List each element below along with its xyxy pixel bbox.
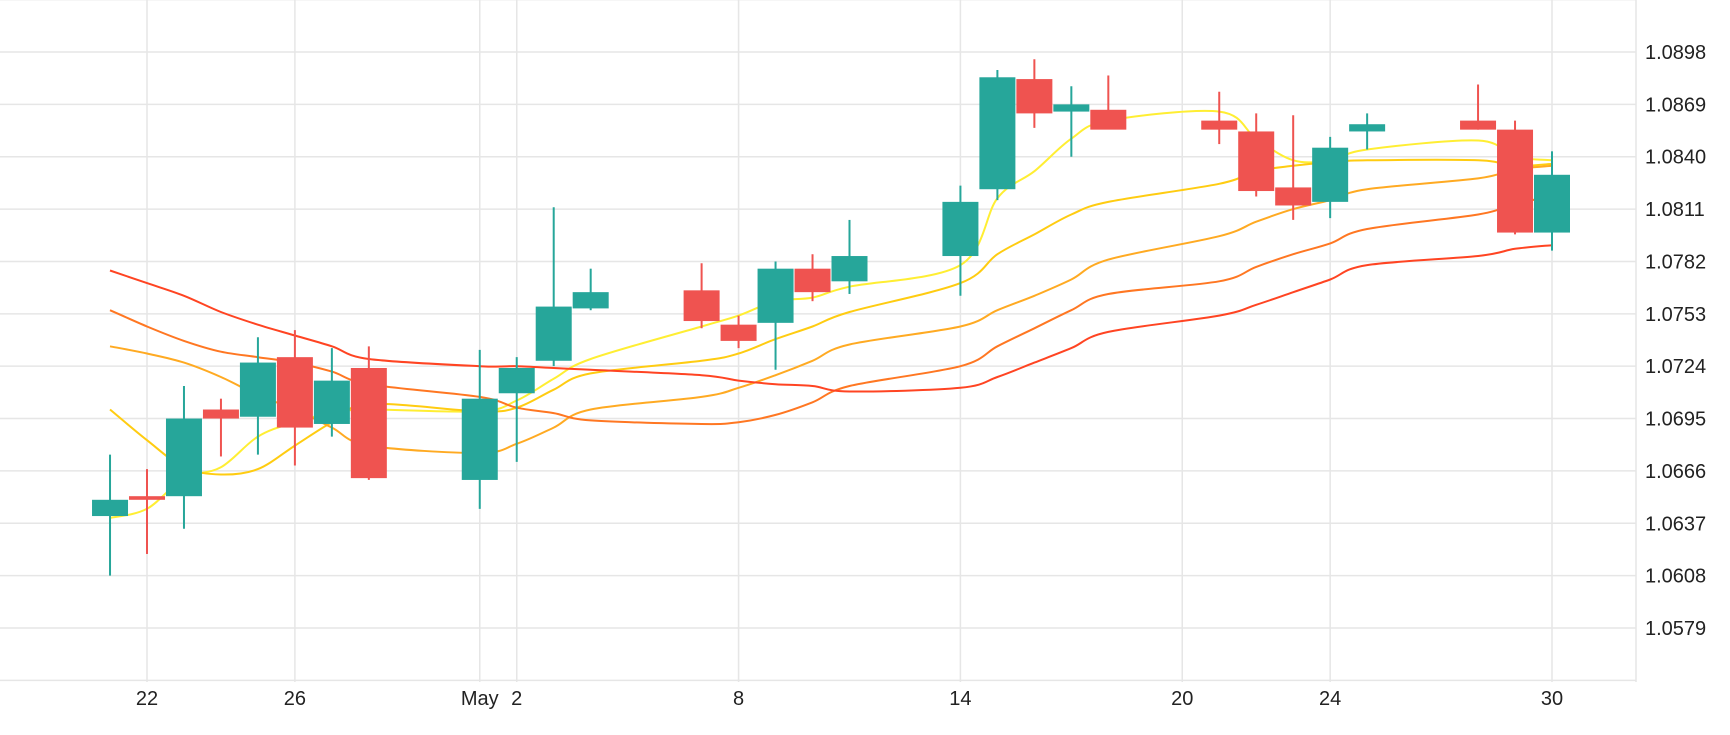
candle-may-16 xyxy=(1016,59,1053,128)
y-tick-label: 1.0898 xyxy=(1645,42,1706,64)
candle-body xyxy=(350,367,387,479)
candle-body xyxy=(1238,131,1275,192)
candle-may-9 xyxy=(757,261,794,370)
candle-apr-22 xyxy=(129,469,165,554)
x-tick-label: May xyxy=(461,688,499,710)
candle-body xyxy=(1312,147,1349,202)
candle-body xyxy=(1460,120,1497,130)
candle-body xyxy=(1053,104,1090,112)
candle-body xyxy=(1016,79,1053,114)
candle-body xyxy=(461,398,498,480)
candle-body xyxy=(276,357,313,428)
candle-may-3 xyxy=(535,207,572,367)
y-tick-label: 1.0695 xyxy=(1645,409,1706,431)
candle-may-25 xyxy=(1349,113,1386,150)
x-tick-label: 20 xyxy=(1171,688,1193,710)
candle-apr-25 xyxy=(239,337,276,455)
candle-may-1 xyxy=(461,349,498,509)
candle-apr-21 xyxy=(92,454,129,576)
candle-body xyxy=(572,292,609,309)
candle-may-23 xyxy=(1275,115,1312,220)
x-tick-label: 2 xyxy=(511,688,522,710)
candle-body xyxy=(831,256,868,282)
candle-may-10 xyxy=(794,254,831,302)
x-tick-label: 24 xyxy=(1319,688,1341,710)
candle-body xyxy=(239,362,276,417)
y-tick-label: 1.0724 xyxy=(1645,356,1706,378)
candle-body xyxy=(942,201,979,257)
y-tick-label: 1.0840 xyxy=(1645,147,1706,169)
candle-body xyxy=(129,496,165,500)
candle-body xyxy=(498,367,535,394)
candle-may-2 xyxy=(498,357,535,462)
candle-body xyxy=(1090,109,1127,130)
y-tick-label: 1.0811 xyxy=(1645,199,1705,221)
candle-body xyxy=(313,380,350,424)
candle-may-28 xyxy=(1460,84,1497,130)
candle-body xyxy=(1201,120,1238,130)
candle-may-30 xyxy=(1534,151,1570,251)
candle-may-4 xyxy=(572,268,609,311)
candle-apr-24 xyxy=(202,398,239,457)
candle-may-11 xyxy=(831,219,868,294)
candle-apr-23 xyxy=(165,386,202,529)
candle-may-8 xyxy=(720,315,757,349)
candle-may-21 xyxy=(1201,91,1238,145)
y-tick-label: 1.0637 xyxy=(1645,513,1706,535)
y-tick-label: 1.0666 xyxy=(1645,461,1706,483)
candle-may-14 xyxy=(942,185,979,296)
candle-body xyxy=(535,306,572,361)
candle-body xyxy=(202,409,239,419)
y-axis: 1.0579 1.0608 1.0637 1.0666 1.0695 1.0724 1.07… xyxy=(1645,42,1706,640)
y-tick-label: 1.0753 xyxy=(1645,304,1706,326)
y-tick-label: 1.0782 xyxy=(1645,251,1706,273)
x-tick-label: 22 xyxy=(136,688,158,710)
x-axis: 22 26 May 2 8 14 20 24 30 xyxy=(136,688,1563,710)
y-tick-label: 1.0869 xyxy=(1645,94,1706,116)
y-tick-label: 1.0579 xyxy=(1645,618,1706,640)
x-tick-label: 8 xyxy=(733,688,744,710)
candle-body xyxy=(1497,129,1534,233)
candle-apr-27 xyxy=(313,348,350,437)
candle-may-15 xyxy=(979,70,1016,201)
moving-average-line-2 xyxy=(109,158,1553,476)
candle-body xyxy=(683,290,720,322)
x-tick-label: 30 xyxy=(1541,688,1563,710)
candle-body xyxy=(757,268,794,323)
candle-apr-28 xyxy=(350,346,387,480)
candle-body xyxy=(1275,187,1312,206)
candle-body xyxy=(794,268,831,293)
candle-may-24 xyxy=(1312,136,1349,219)
candle-body xyxy=(1534,174,1570,233)
candle-may-22 xyxy=(1238,113,1275,197)
candles xyxy=(92,59,1570,576)
candle-body xyxy=(92,499,129,517)
candle-body xyxy=(720,324,757,341)
candle-body xyxy=(165,418,202,497)
candle-body xyxy=(979,77,1016,190)
candle-may-18 xyxy=(1090,75,1127,130)
grid xyxy=(0,0,1637,682)
x-tick-label: 14 xyxy=(949,688,971,710)
candle-may-17 xyxy=(1053,86,1090,157)
candle-may-29 xyxy=(1497,120,1534,235)
x-tick-label: 26 xyxy=(284,688,306,710)
candle-may-7 xyxy=(683,263,720,329)
candle-apr-26 xyxy=(276,330,313,466)
y-tick-label: 1.0608 xyxy=(1645,566,1706,588)
candle-body xyxy=(1349,124,1386,132)
